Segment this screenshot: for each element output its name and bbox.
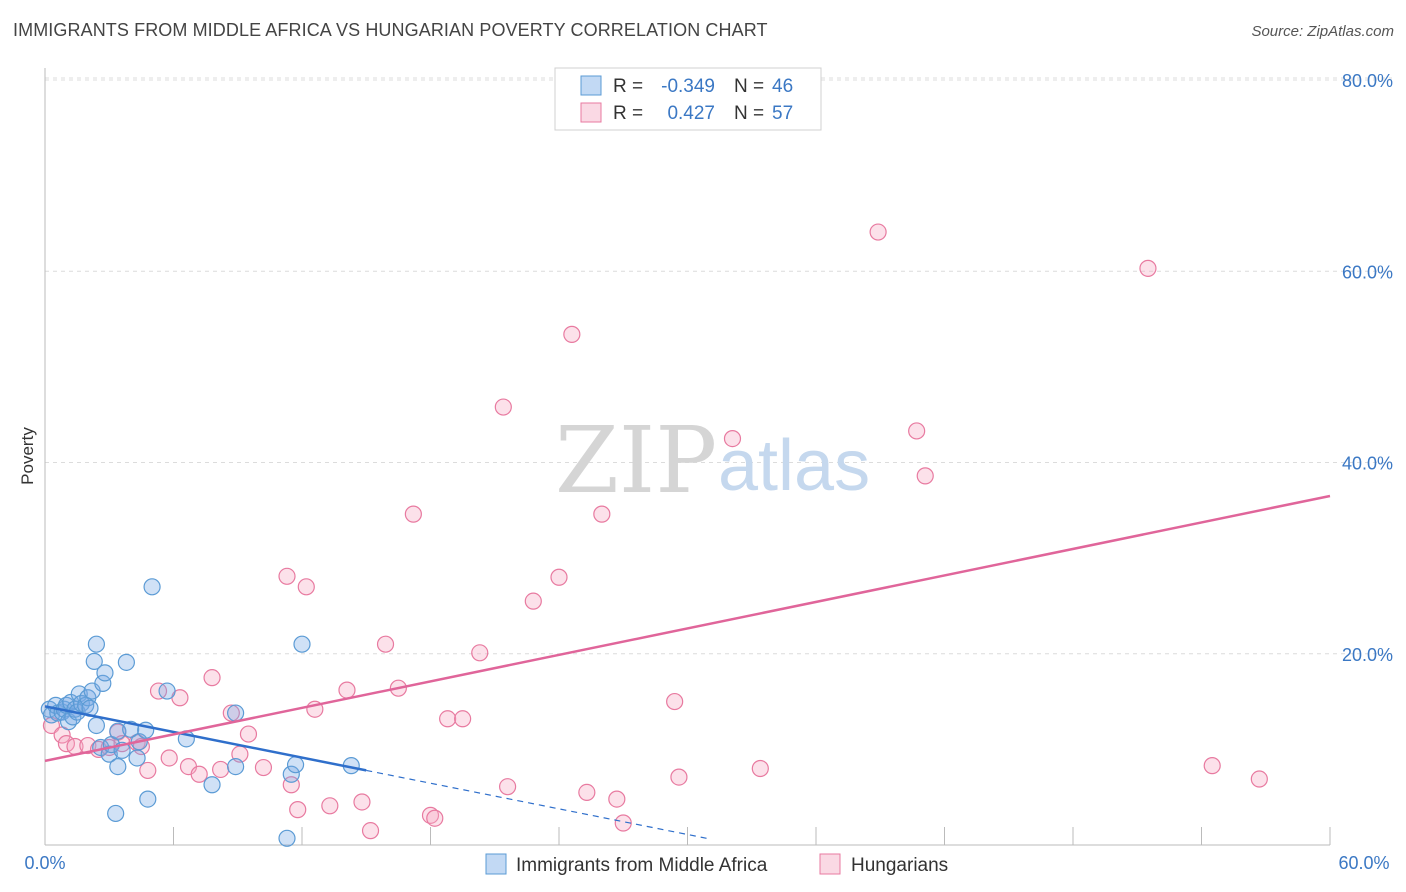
point-middle-africa-35 (139, 790, 157, 808)
legend-r-value-2: 0.427 (667, 103, 715, 124)
y-tick-label-80: 80.0% (1342, 71, 1393, 91)
legend-r-label-2: R = (613, 103, 643, 124)
point-hungarians-28 (321, 797, 339, 815)
point-middle-africa-22 (94, 674, 112, 692)
point-hungarians-37 (439, 710, 457, 728)
point-middle-africa-41 (227, 757, 245, 776)
legend-r-value-1: -0.349 (661, 76, 715, 97)
watermark-zip: ZIP (555, 407, 717, 514)
point-middle-africa-42 (278, 829, 296, 847)
point-hungarians-52 (751, 759, 769, 778)
point-hungarians-16 (190, 765, 208, 783)
point-middle-africa-43 (282, 765, 300, 783)
point-hungarians-13 (160, 749, 178, 767)
point-hungarians-47 (608, 790, 626, 808)
chart-title: IMMIGRANTS FROM MIDDLE AFRICA VS HUNGARI… (13, 20, 768, 40)
point-middle-africa-39 (203, 776, 221, 794)
gridlines (45, 77, 1392, 655)
point-hungarians-34 (404, 505, 422, 523)
point-hungarians-42 (524, 592, 542, 610)
point-hungarians-22 (254, 758, 273, 777)
trend-line-middle-africa-extension (366, 769, 710, 840)
watermark: ZIP atlas (555, 407, 870, 514)
point-hungarians-51 (723, 429, 742, 448)
series-legend-label-middle-africa: Immigrants from Middle Africa (516, 855, 768, 876)
point-hungarians-25 (289, 801, 307, 819)
point-middle-africa-18 (85, 652, 103, 671)
stats-legend-box (554, 67, 822, 131)
legend-n-label-1: N = (734, 76, 764, 97)
point-hungarians-32 (376, 635, 395, 653)
point-middle-africa-36 (143, 578, 161, 596)
legend-swatch-blue (580, 75, 602, 96)
point-hungarians-45 (578, 783, 596, 802)
point-middle-africa-45 (293, 635, 311, 653)
point-hungarians-41 (499, 778, 517, 796)
chart-source: Source: ZipAtlas.com (1251, 23, 1394, 40)
point-hungarians-55 (916, 467, 934, 485)
point-hungarians-23 (278, 567, 296, 585)
point-hungarians-40 (494, 398, 512, 416)
point-hungarians-19 (222, 704, 240, 722)
point-middle-africa-32 (128, 749, 146, 767)
y-axis-tick-labels: 20.0% 40.0% 60.0% 80.0% (1342, 71, 1393, 665)
y-tick-label-60: 60.0% (1342, 262, 1393, 282)
x-axis-ticks (44, 827, 1331, 845)
legend-n-value-1: 46 (772, 76, 793, 97)
point-hungarians-58 (1250, 770, 1268, 788)
point-hungarians-18 (212, 760, 230, 779)
point-hungarians-46 (593, 505, 611, 523)
point-middle-africa-19 (87, 635, 106, 653)
point-middle-africa-23 (96, 664, 114, 682)
point-hungarians-56 (1139, 259, 1157, 277)
legend-n-label-2: N = (734, 103, 764, 124)
y-tick-label-20: 20.0% (1342, 645, 1393, 665)
point-hungarians-26 (297, 578, 315, 596)
point-hungarians-36 (426, 809, 444, 827)
point-hungarians-38 (454, 710, 472, 728)
y-axis-title: Poverty (18, 427, 37, 485)
legend-n-value-2: 57 (772, 103, 793, 124)
trend-lines (44, 494, 1331, 840)
point-hungarians-44 (563, 325, 581, 343)
series-hungarians (42, 223, 1268, 840)
point-middle-africa-44 (286, 756, 305, 774)
point-hungarians-17 (203, 669, 221, 687)
point-middle-africa-28 (109, 757, 127, 776)
point-hungarians-53 (869, 223, 887, 241)
trend-line-hungarians (44, 494, 1331, 763)
point-middle-africa-30 (117, 653, 135, 671)
x-tick-label-max: 60.0% (1338, 853, 1389, 873)
y-tick-label-40: 40.0% (1342, 454, 1393, 474)
point-hungarians-57 (1203, 757, 1221, 775)
point-middle-africa-20 (87, 716, 106, 735)
series-legend-swatch-middle-africa (485, 853, 507, 875)
series-legend-label-hungarians: Hungarians (851, 855, 948, 876)
series-legend-swatch-hungarians (819, 853, 841, 875)
point-hungarians-43 (550, 568, 568, 586)
point-hungarians-39 (471, 644, 489, 662)
point-middle-africa-40 (227, 704, 245, 722)
point-middle-africa-27 (109, 722, 127, 740)
point-middle-africa-37 (158, 682, 176, 700)
point-hungarians-54 (908, 422, 926, 440)
x-tick-label-min: 0.0% (24, 853, 65, 873)
point-hungarians-48 (614, 814, 632, 832)
point-hungarians-31 (361, 822, 380, 840)
trend-line-middle-africa (44, 705, 367, 772)
watermark-atlas: atlas (718, 426, 870, 506)
point-hungarians-21 (239, 725, 258, 743)
point-hungarians-50 (670, 768, 688, 786)
point-hungarians-29 (338, 681, 356, 699)
stats-legend: R = -0.349 N = 46 R = 0.427 N = 57 (554, 67, 822, 131)
legend-r-label-1: R = (613, 76, 643, 97)
series-legend: Immigrants from Middle Africa Hungarians (485, 853, 948, 876)
point-middle-africa-26 (107, 804, 125, 823)
point-hungarians-4 (79, 736, 97, 755)
point-hungarians-30 (353, 793, 371, 811)
legend-swatch-pink (580, 102, 602, 123)
point-hungarians-49 (666, 692, 684, 711)
point-hungarians-11 (139, 761, 157, 780)
